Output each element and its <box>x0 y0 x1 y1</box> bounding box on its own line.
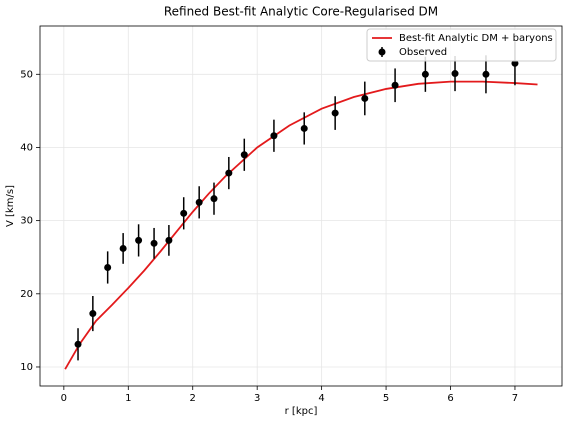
data-point <box>421 70 429 78</box>
x-tick-label: 5 <box>383 393 389 404</box>
data-point <box>74 340 82 348</box>
data-point <box>195 198 203 206</box>
data-point <box>240 151 248 159</box>
data-point <box>270 132 278 140</box>
x-tick-label: 0 <box>61 393 67 404</box>
data-point <box>210 195 218 203</box>
y-tick-label: 10 <box>20 362 33 373</box>
data-point <box>135 236 143 244</box>
data-point <box>119 244 127 252</box>
legend-box <box>366 28 557 62</box>
data-point <box>89 310 97 318</box>
data-point <box>391 81 399 89</box>
y-tick-label: 50 <box>20 69 33 80</box>
data-point <box>482 70 490 78</box>
legend-label: Observed <box>399 47 447 58</box>
chart-title: Refined Best-fit Analytic Core-Regularis… <box>164 5 438 19</box>
legend-label: Best-fit Analytic DM + baryons <box>399 33 553 44</box>
fit-line <box>64 80 538 370</box>
data-point <box>104 263 112 271</box>
x-tick-label: 7 <box>512 393 518 404</box>
data-point <box>511 59 519 67</box>
legend-swatch <box>378 48 386 56</box>
data-point <box>451 70 459 78</box>
data-point <box>180 209 188 217</box>
x-tick-label: 6 <box>447 393 453 404</box>
y-tick-label: 20 <box>20 289 33 300</box>
y-axis-label: V [km/s] <box>5 185 16 227</box>
data-point <box>300 124 308 132</box>
data-point <box>165 236 173 244</box>
data-point <box>361 94 369 102</box>
x-tick-label: 3 <box>254 393 260 404</box>
x-axis-label: r [kpc] <box>285 406 318 417</box>
data-point <box>225 169 233 177</box>
plot-frame <box>39 25 563 387</box>
y-tick-label: 40 <box>20 142 33 153</box>
data-point <box>150 239 158 247</box>
y-tick-label: 30 <box>20 216 33 227</box>
x-tick-label: 1 <box>125 393 131 404</box>
x-tick-label: 2 <box>190 393 196 404</box>
data-point <box>331 109 339 117</box>
x-tick-label: 4 <box>318 393 324 404</box>
